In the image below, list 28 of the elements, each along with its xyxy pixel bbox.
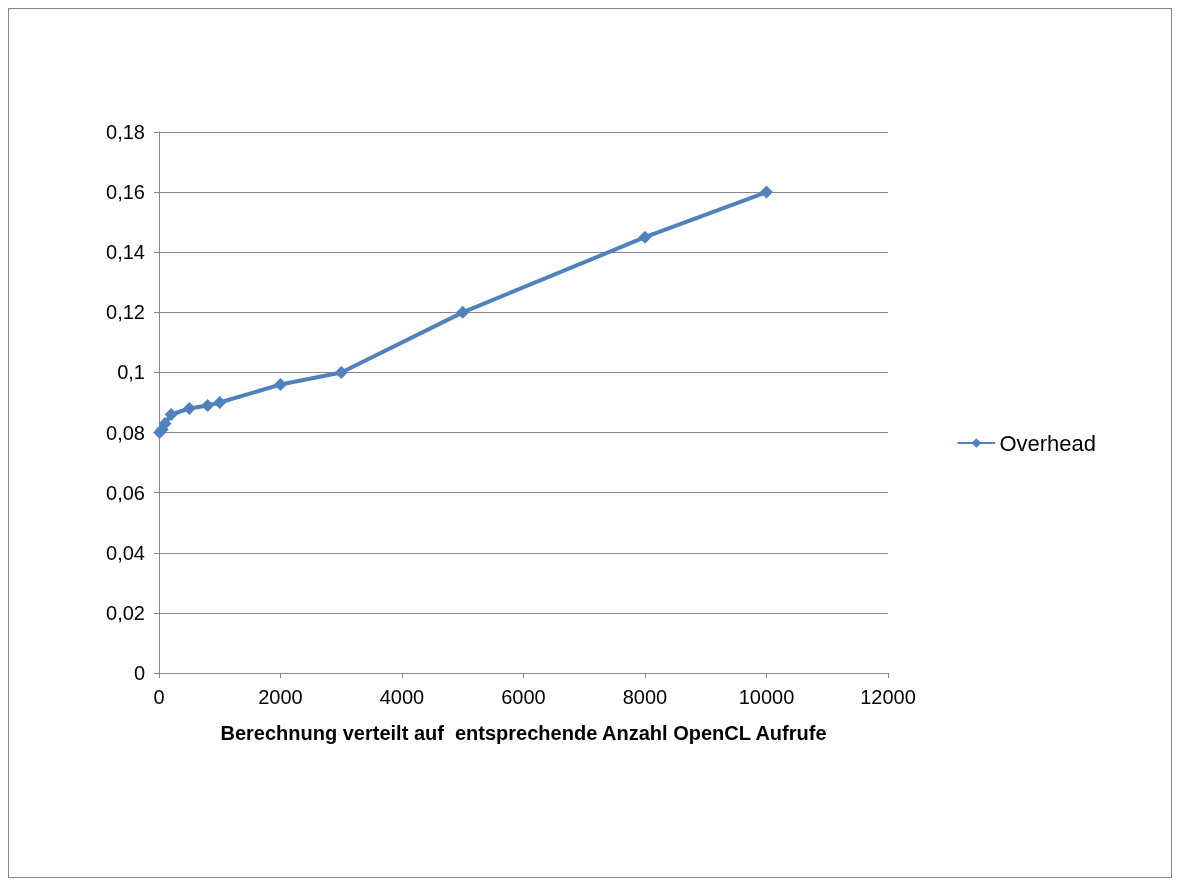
point <box>274 377 287 391</box>
x-tick-label: 12000 <box>860 686 916 708</box>
y-tick-label: 0,18 <box>106 121 145 143</box>
point <box>201 399 215 413</box>
y-tick-label: 0,08 <box>106 421 145 444</box>
x-tick-label: 8000 <box>622 686 668 708</box>
y-tick-label: 0,16 <box>106 181 145 204</box>
x-tick-label: 4000 <box>379 686 425 708</box>
x-tick-label: 2000 <box>258 686 303 708</box>
x-axis-title: Berechnung verteilt auf entsprechende Anzahl OpenCL Aufrufe <box>220 722 827 744</box>
point <box>213 396 227 409</box>
y-tick-label: 0,12 <box>106 301 145 324</box>
y-tick-label: 0 <box>133 662 145 684</box>
point <box>182 402 196 416</box>
y-tick-label: 0,06 <box>106 481 145 504</box>
legend-label: Overhead <box>999 430 1097 456</box>
y-tick-label: 0,1 <box>117 361 145 384</box>
y-tick-label: 0,14 <box>106 241 145 264</box>
point <box>638 230 652 244</box>
point <box>164 408 178 422</box>
point <box>760 185 773 199</box>
point <box>334 365 348 379</box>
x-tick-label: 10000 <box>738 686 795 708</box>
x-tick-label: 0 <box>153 686 165 708</box>
y-tick-label: 0,04 <box>106 541 145 564</box>
y-tick-label: 0,02 <box>106 601 145 624</box>
x-tick-label: 6000 <box>501 686 546 708</box>
point <box>456 305 470 319</box>
